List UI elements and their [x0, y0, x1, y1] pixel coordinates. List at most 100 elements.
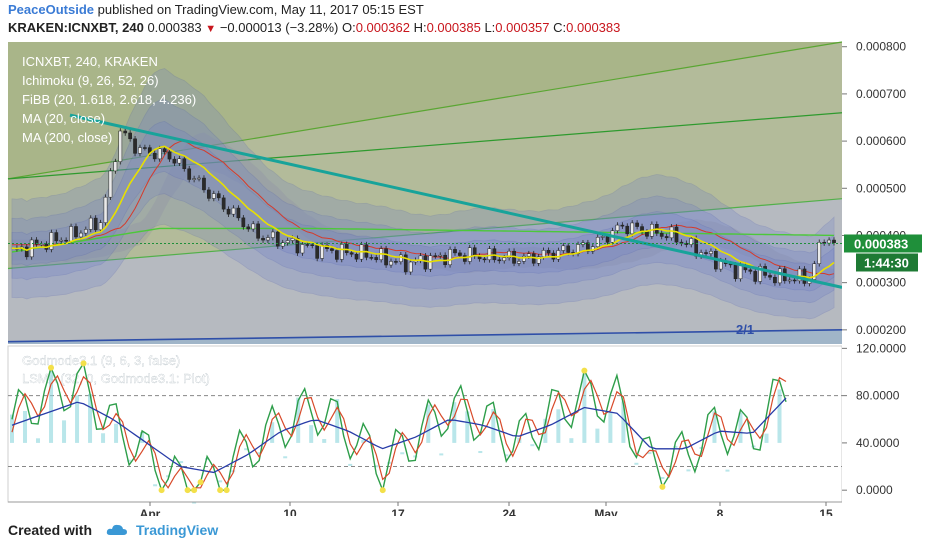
trend-line[interactable]	[69, 113, 843, 289]
candle-down	[768, 275, 772, 278]
open-label: O:	[341, 20, 356, 35]
candle-up	[502, 257, 507, 262]
candle-down	[403, 254, 408, 273]
candle-down	[384, 248, 388, 266]
osc-extreme-dot	[191, 487, 198, 494]
created-with-label: Created with	[8, 522, 93, 538]
candle-down	[216, 193, 221, 199]
candle-up	[300, 244, 305, 254]
osc-histogram-bar	[595, 428, 600, 443]
candle-down	[54, 232, 59, 242]
osc-y-tick-label: 40.0000	[856, 436, 900, 450]
candle-down	[482, 258, 487, 261]
candle-down	[275, 231, 280, 247]
candle-up	[827, 239, 831, 244]
osc-histogram-bar	[140, 432, 145, 443]
osc-histogram-bar	[413, 455, 418, 458]
candle-up	[812, 263, 817, 280]
candle-up	[211, 193, 216, 199]
candle-down	[792, 279, 797, 282]
candle-up	[285, 240, 290, 243]
ma200-line	[11, 227, 835, 253]
osc-extreme-dot	[80, 360, 87, 367]
lsma-line	[11, 397, 787, 474]
candle-up	[615, 224, 620, 231]
osc-histogram-bar	[673, 445, 678, 448]
candle-up	[157, 148, 162, 160]
candle-down	[152, 152, 157, 160]
candle-down	[123, 130, 128, 134]
candle-down	[315, 245, 320, 259]
osc-extreme-dot	[184, 487, 191, 494]
candle-down	[664, 236, 669, 239]
y-tick-label: 0.000800	[856, 40, 906, 54]
candle-down	[635, 222, 639, 227]
osc-histogram-bar	[725, 469, 730, 472]
osc-histogram-bar	[764, 433, 769, 443]
candle-down	[143, 147, 147, 149]
osc-extreme-dot	[581, 367, 588, 374]
close-value: 0.000383	[566, 20, 621, 35]
candle-up	[778, 268, 782, 284]
candle-down	[207, 189, 211, 199]
candle-down	[172, 158, 177, 164]
y-tick-label: 0.000700	[856, 87, 906, 101]
candle-down	[256, 223, 260, 239]
osc-histogram-bar	[270, 422, 275, 443]
x-tick-label: 24	[502, 507, 516, 516]
candle-down	[546, 250, 551, 254]
candle-down	[369, 257, 374, 259]
candle-up	[59, 239, 64, 242]
candle-up	[320, 244, 324, 259]
candle-up	[280, 242, 285, 247]
down-arrow-icon: ▼	[205, 23, 217, 35]
candle-up	[669, 226, 674, 239]
bollinger-band-outer	[11, 68, 835, 320]
candle-down	[74, 226, 78, 238]
candle-up	[49, 232, 54, 250]
candle-up	[192, 178, 196, 180]
bollinger-band-inner	[11, 120, 835, 292]
candle-down	[187, 168, 192, 180]
fan-line-3	[7, 198, 843, 270]
candle-down	[344, 244, 349, 253]
candle-down	[620, 224, 625, 227]
chart-area[interactable]: 2/1 ICNXBT, 240, KRAKEN Ichimoku (9, 26, 5…	[0, 38, 932, 516]
osc-histogram-bar	[582, 370, 587, 443]
osc-histogram-bar	[777, 389, 782, 443]
osc-histogram-bar	[179, 461, 184, 464]
osc-y-tick-label: 0.0000	[856, 483, 893, 497]
candle-down	[497, 259, 502, 262]
candle-down	[24, 246, 29, 258]
candle-up	[339, 244, 344, 260]
osc-histogram-bar	[335, 399, 340, 443]
osc-histogram-bar	[348, 463, 353, 466]
osc-histogram-bar	[712, 411, 717, 443]
legend-main-3: MA (20, close)	[22, 111, 105, 126]
high-value: 0.000385	[426, 20, 481, 35]
ohlc-header: KRAKEN:ICNXBT, 240 0.000383 ▼ −0.000013 …	[8, 20, 620, 35]
tradingview-brand[interactable]: TradingView	[136, 522, 219, 538]
osc-extreme-dot	[659, 483, 666, 490]
osc-histogram-bar	[530, 444, 535, 447]
price-axis[interactable]	[842, 38, 932, 516]
osc-extreme-dot	[379, 487, 386, 494]
author-link[interactable]: PeaceOutside	[8, 2, 94, 17]
low-value: 0.000357	[495, 20, 550, 35]
candle-up	[709, 251, 713, 254]
oscillator-pane[interactable]	[7, 345, 843, 503]
candle-up	[522, 255, 526, 262]
osc-histogram-bar	[621, 401, 626, 443]
close-label: C:	[553, 20, 567, 35]
countdown-label: 1:44:30	[864, 255, 909, 270]
candle-down	[832, 239, 836, 243]
osc-histogram-bar	[127, 459, 132, 462]
candle-up	[689, 238, 694, 245]
osc-histogram-bar	[439, 453, 444, 456]
osc-y-tick-label: 120.0000	[856, 341, 906, 355]
osc-histogram-bar	[608, 411, 613, 443]
candle-up	[399, 254, 403, 262]
osc-histogram-bar	[452, 402, 457, 443]
osc-histogram-bar	[465, 411, 470, 443]
osc-histogram-bar	[491, 409, 496, 443]
